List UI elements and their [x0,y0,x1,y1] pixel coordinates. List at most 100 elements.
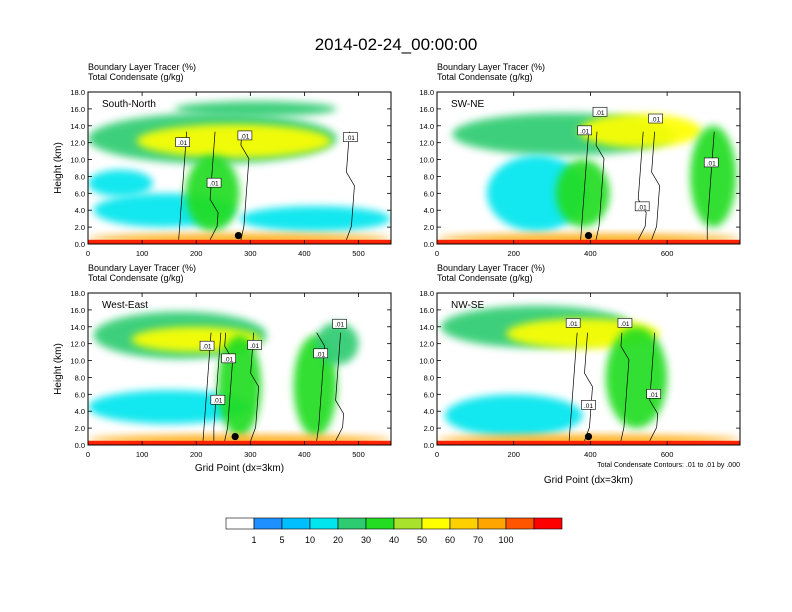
y-tick-label: 4.0 [424,206,434,215]
y-tick-label: 12.0 [70,139,85,148]
colorbar-label: 5 [279,535,284,545]
contour-label: .01 [595,110,604,117]
y-tick-label: 8.0 [75,373,85,382]
contour-line [651,131,660,240]
panel-label: West-East [102,300,148,311]
panels-group: Boundary Layer Tracer (%)Total Condensat… [53,62,741,486]
y-tick-label: 6.0 [424,189,434,198]
x-tick-label: 400 [584,450,597,459]
contour-label: .01 [224,356,233,363]
contour-label-box [634,201,650,212]
x-tick-label: 400 [584,249,597,258]
contour-line [706,131,715,240]
x-tick-label: 0 [435,249,439,258]
condensate-contours [568,332,659,441]
contour-label: .01 [649,392,658,399]
location-marker [234,231,243,240]
tracer-region-4 [444,394,583,437]
colorbar-label: 50 [417,535,427,545]
x-axis-label: Grid Point (dx=3km) [544,475,633,486]
colorbar-swatch [449,517,479,530]
contour-line [335,332,344,441]
contour-label: .01 [178,140,187,147]
contour-line [240,131,250,240]
y-tick-label: 4.0 [424,407,434,416]
colorbar-swatch [281,517,311,530]
contour-line [202,332,212,441]
y-tick-label: 18.0 [419,88,434,97]
contour-label-box [703,157,719,168]
y-tick-label: 16.0 [70,105,85,114]
tracer-region-7 [239,206,391,232]
contour-line [568,332,578,441]
y-tick-label: 10.0 [70,357,85,366]
colorbar-swatch [505,517,535,530]
y-tick-label: 18.0 [70,88,85,97]
panel-variable-line-1: Boundary Layer Tracer (%) [88,263,196,273]
contour-label-box [237,130,253,141]
contour-label-box [565,318,581,328]
x-tick-label: 0 [86,249,90,258]
x-tick-label: 100 [136,450,149,459]
panel-2: Boundary Layer Tracer (%)Total Condensat… [419,62,741,258]
colorbar-label: 100 [498,535,513,545]
y-tick-label: 8.0 [424,172,434,181]
y-tick-label: 6.0 [424,390,434,399]
y-tick-label: 10.0 [419,357,434,366]
surface-layer [88,239,391,244]
y-tick-label: 16.0 [419,105,434,114]
contour-line [580,131,590,240]
contour-label-box [210,394,226,405]
y-tick-label: 14.0 [419,323,434,332]
y-tick-label: 8.0 [424,373,434,382]
y-tick-label: 0.0 [424,240,434,249]
contour-label-box [581,400,596,410]
y-tick-label: 14.0 [70,122,85,131]
y-tick-label: 2.0 [75,223,85,232]
x-tick-label: 200 [190,450,203,459]
contour-label: .01 [210,181,219,188]
panel-variable-line-2: Total Condensate (g/kg) [88,273,184,283]
y-tick-label: 12.0 [70,340,85,349]
x-tick-label: 0 [435,450,439,459]
contour-label-box [648,113,663,124]
contour-label: .01 [203,344,212,351]
surface-layer [437,239,740,244]
surface-layer [88,440,391,445]
contour-label: .01 [346,135,355,142]
tracer-region-3 [88,390,251,424]
contour-footnote: Total Condensate Contours: .01 to .01 by… [597,462,740,469]
x-tick-label: 200 [507,249,520,258]
y-tick-label: 14.0 [70,323,85,332]
y-tick-label: 16.0 [419,306,434,315]
panel-variable-line-1: Boundary Layer Tracer (%) [437,263,545,273]
contour-label-box [577,125,592,136]
tracer-region-6 [185,155,240,232]
y-tick-label: 8.0 [75,172,85,181]
y-tick-label: 12.0 [419,340,434,349]
contour-label-box [206,177,222,188]
x-tick-label: 600 [661,450,674,459]
colorbar-label: 10 [305,535,315,545]
x-tick-label: 200 [190,249,203,258]
tracer-region-2 [578,113,702,148]
contour-label-box [617,318,633,328]
contour-label-box [343,132,358,142]
colorbar-swatch [477,517,507,530]
contour-label: .01 [240,133,249,140]
tracer-field [88,92,391,244]
tracer-region-4 [88,169,153,197]
contour-label: .01 [316,351,325,358]
plot-frame [436,91,741,245]
panel-label: SW-NE [451,99,484,110]
colorbar-swatch [421,517,451,530]
contour-label: .01 [580,128,589,135]
colorbar-swatch [337,517,367,530]
x-tick-label: 600 [661,249,674,258]
contour-line [213,332,222,441]
colorbar: 1 5 10 20 30 40 50 60 70 100 [225,517,563,545]
panel-label: NW-SE [451,300,484,311]
contour-line [178,131,188,240]
x-axis-label: Grid Point (dx=3km) [195,463,284,474]
